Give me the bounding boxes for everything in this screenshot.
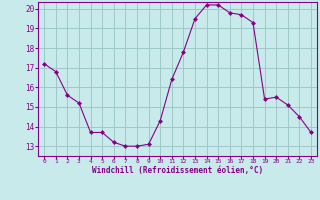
- X-axis label: Windchill (Refroidissement éolien,°C): Windchill (Refroidissement éolien,°C): [92, 166, 263, 175]
